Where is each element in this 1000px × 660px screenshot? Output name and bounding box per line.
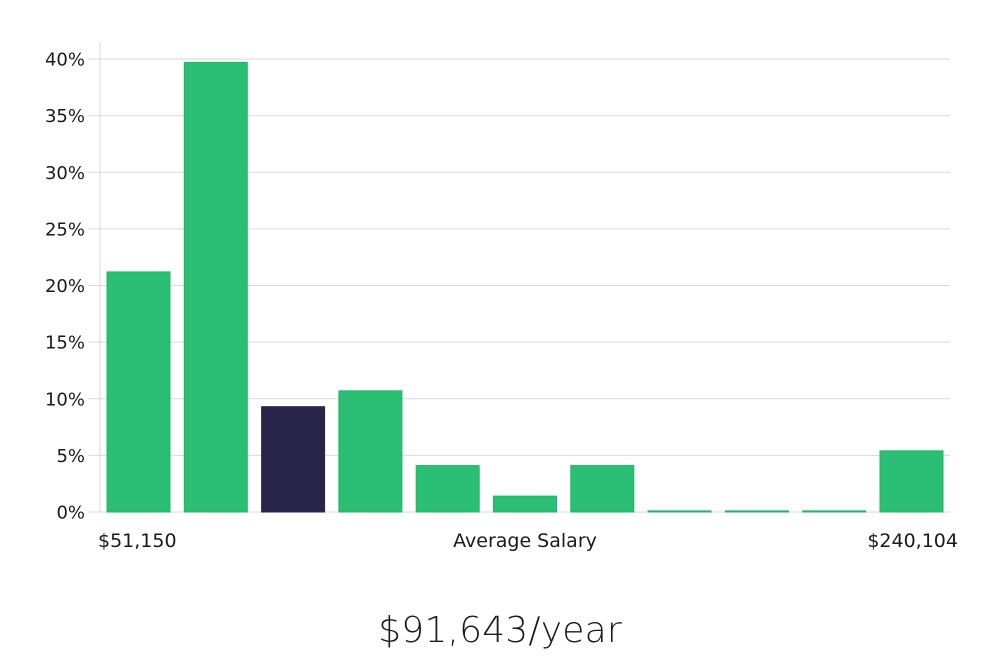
- y-tick-label: 25%: [45, 219, 85, 240]
- y-tick-label: 20%: [45, 276, 85, 297]
- bar: [570, 465, 635, 513]
- y-tick-label: 30%: [45, 163, 85, 184]
- bar: [879, 450, 944, 513]
- bar: [802, 510, 867, 513]
- bars: [106, 61, 944, 513]
- salary-distribution-chart: 0% 5% 10% 15% 20% 25% 30% 35% 40% $51,150 Averag…: [45, 42, 958, 552]
- y-tick-label: 35%: [45, 106, 85, 127]
- bar: [106, 271, 171, 513]
- bar: [415, 465, 480, 513]
- y-tick-label: 15%: [45, 333, 85, 354]
- y-axis-ticks: 0% 5% 10% 15% 20% 25% 30% 35% 40%: [45, 50, 85, 524]
- y-tick-label: 0%: [56, 503, 85, 524]
- y-tick-label: 40%: [45, 50, 85, 71]
- bar-highlighted: [261, 406, 326, 513]
- y-tick-label: 10%: [45, 389, 85, 410]
- x-axis-title: Average Salary: [453, 530, 597, 552]
- average-salary-summary: $91,643/year: [378, 610, 622, 651]
- x-axis-min-label: $51,150: [98, 530, 177, 552]
- y-tick-label: 5%: [56, 446, 85, 467]
- x-axis-max-label: $240,104: [867, 530, 958, 552]
- bar: [724, 510, 789, 513]
- bar: [338, 390, 403, 513]
- bar: [647, 510, 712, 513]
- bar: [183, 61, 248, 513]
- bar: [493, 495, 557, 513]
